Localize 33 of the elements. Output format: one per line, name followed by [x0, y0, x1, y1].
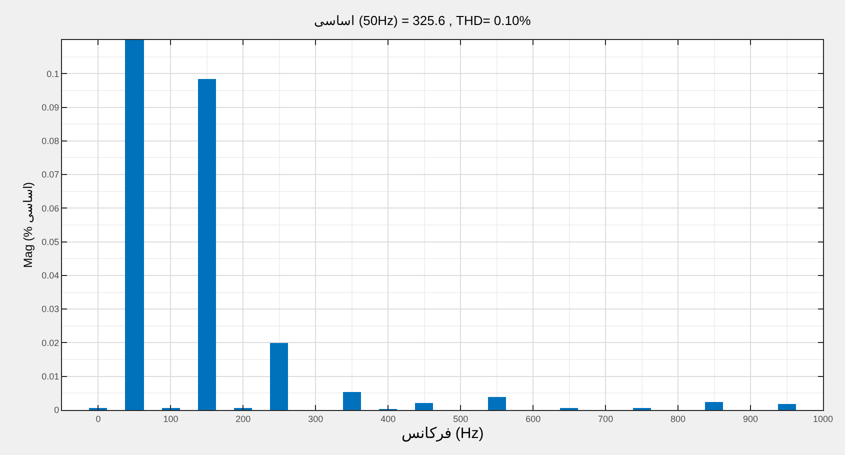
x-axis-title: فرکانس (Hz): [401, 424, 484, 442]
y-tick-label: 0.08: [42, 136, 60, 146]
x-tick-label: 700: [598, 414, 614, 424]
x-tick-label: 100: [163, 414, 178, 424]
y-tick-label: 0: [54, 405, 60, 416]
x-tick-label: 800: [670, 414, 686, 424]
y-tick-label: 0.04: [42, 270, 60, 281]
x-tick-label: 500: [453, 414, 468, 424]
y-tick-label: 0.03: [42, 304, 60, 314]
x-tick-label: 1000: [812, 414, 834, 424]
x-tick-label: 300: [308, 414, 324, 424]
bar: [778, 404, 796, 410]
x-tick-label: 400: [380, 414, 396, 424]
bar: [415, 403, 433, 410]
x-tick-label: 900: [743, 414, 758, 424]
x-tick-label: 200: [236, 414, 251, 424]
y-tick-label: 0.07: [42, 170, 60, 180]
chart-title: اساسی (50Hz) = 325.6 , THD= 0.10%: [314, 13, 532, 28]
bar: [343, 392, 361, 410]
x-tick-label: 0: [96, 414, 101, 424]
y-axis-title: Mag (% اساسی): [20, 182, 35, 268]
bar: [198, 79, 216, 410]
x-tick-label: 600: [526, 414, 541, 424]
bar: [488, 397, 506, 410]
y-tick-label: 0.06: [42, 203, 60, 214]
y-tick-label: 0.09: [42, 102, 60, 112]
y-tick-label: 0.1: [46, 68, 60, 79]
y-tick-label: 0.02: [42, 338, 60, 348]
y-tick-label: 0.05: [42, 236, 60, 247]
bar: [125, 40, 144, 410]
bar: [705, 402, 723, 410]
y-tick-label: 0.01: [42, 372, 60, 382]
bar: [270, 343, 288, 410]
